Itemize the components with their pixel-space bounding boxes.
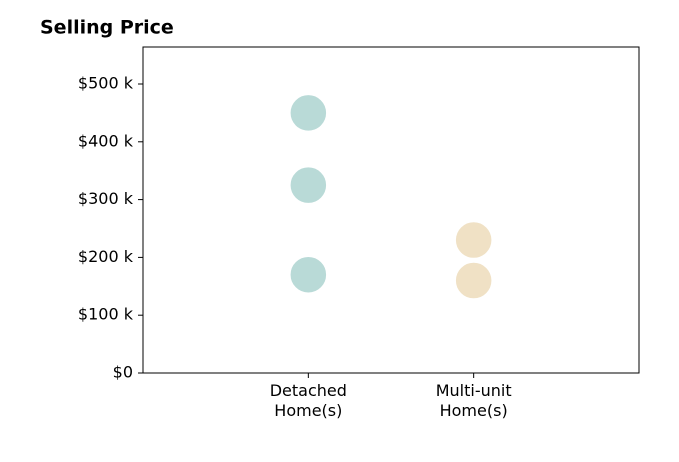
y-tick-label: $200 k [78, 247, 134, 266]
y-tick-label: $100 k [78, 305, 134, 324]
point [290, 167, 327, 203]
point [455, 262, 492, 299]
x-tick-label: Detached Home(s) [269, 381, 347, 420]
point [455, 222, 492, 258]
x-tick-label: Multi-unit Home(s) [435, 381, 512, 420]
y-tick-label: $300 k [78, 189, 134, 208]
y-tick-label: $400 k [78, 131, 134, 150]
point [290, 256, 327, 293]
chart-title: Selling Price [40, 17, 174, 39]
point [290, 95, 327, 131]
plot-frame [142, 46, 640, 374]
y-tick-label: $500 k [78, 73, 134, 92]
y-tick-label: $0 [113, 363, 133, 382]
